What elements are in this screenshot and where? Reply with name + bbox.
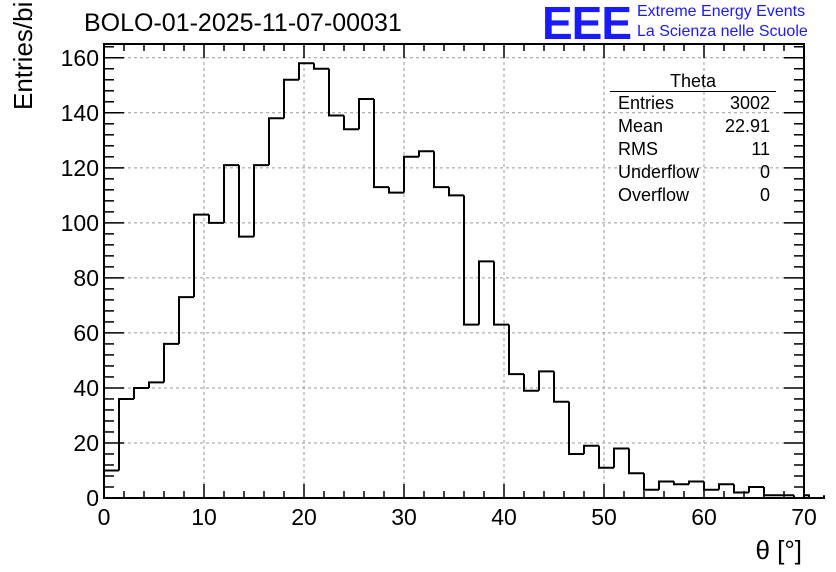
histogram-bin [178,296,194,344]
stats-row: Underflow 0 [610,161,776,184]
histogram-bin [418,150,434,157]
eee-logo: EEE [542,0,632,49]
histogram-bin [298,62,314,80]
histogram-bin [763,486,779,497]
stats-value: 0 [759,162,770,182]
histogram-bin [358,98,374,130]
stats-row: Entries 3002 [610,92,776,115]
histogram-bin [328,68,344,117]
histogram-bin [733,484,749,494]
histogram-bin [448,187,464,197]
x-axis-label: θ [°] [755,535,802,565]
y-axis-label: Entries/bin [8,0,38,110]
stats-value: 22.91 [724,116,770,136]
y-tick-label: 120 [61,155,99,181]
histogram-bin [688,480,704,485]
histogram-bin [493,261,509,326]
histogram-bin [268,117,284,166]
histogram-bin [508,324,524,376]
x-tick-label: 70 [791,504,817,530]
histogram-bin [463,195,479,326]
stats-value: 3002 [729,93,770,113]
histogram-bin [238,165,254,238]
stats-label: Mean [618,116,664,136]
x-tick-label: 40 [491,504,517,530]
x-tick-label: 50 [591,504,617,530]
x-tick-label: 10 [191,504,217,530]
histogram-bin [373,99,389,189]
stats-label: Underflow [618,162,700,182]
histogram-bin [223,164,239,223]
histogram-bin [703,481,719,491]
histogram-bin [718,483,734,490]
histogram-bin [148,381,164,388]
plot-frame [103,43,805,499]
y-tick-label: 140 [61,100,99,126]
stats-row: Mean 22.91 [610,115,776,138]
histogram-bin [403,155,419,193]
histogram-bin [613,447,629,468]
x-tick-label: 20 [291,504,317,530]
histogram-bin [538,370,554,391]
histogram-bin [583,444,599,454]
histogram-bin [208,214,224,224]
histogram-bin [804,495,825,499]
stats-label: Overflow [618,185,690,205]
y-tick-labels: 0 20 40 60 80 100 120 140 160 [61,45,99,511]
stats-value: 0 [759,185,770,205]
y-tick-label: 80 [73,265,99,291]
stats-label: RMS [618,139,658,159]
y-tick-label: 100 [61,210,99,236]
histogram-bin [433,151,449,189]
histogram-bin [748,485,764,493]
histogram-bin [658,480,674,490]
y-tick-label: 60 [73,320,99,346]
logo-caption: Extreme Energy Events La Scienza nelle S… [637,2,808,42]
histogram-bin [553,371,569,403]
stats-title: Theta [610,71,776,92]
chart-title: BOLO-01-2025-11-07-00031 [84,9,402,37]
histogram-bin [103,469,119,498]
y-tick-label: 20 [73,430,99,456]
stats-value: 11 [751,139,770,159]
y-tick-label: 160 [61,45,99,71]
axis-ticks [103,44,805,499]
logo-line-1: Extreme Energy Events [637,3,806,20]
stats-label: Entries [618,93,675,113]
histogram-bars [103,62,825,499]
histogram-bin [523,374,539,392]
histogram-bin [133,386,149,399]
stats-row: Overflow 0 [610,184,776,207]
histogram-bin [313,63,329,70]
histogram-bin [343,115,359,131]
histogram-bin [628,448,644,475]
histogram-bin [598,445,614,469]
histogram-bin [253,164,269,237]
y-tick-label: 40 [73,375,99,401]
histogram-bin [673,481,689,486]
y-tick-label: 0 [86,485,99,511]
histogram-bin [388,187,404,194]
histogram-bin [568,401,584,455]
logo-line-2: La Scienza nelle Scuole [637,23,808,40]
x-tick-label: 60 [691,504,717,530]
stats-row: RMS 11 [610,138,776,161]
x-tick-label: 0 [98,504,111,530]
histogram-bin [478,260,494,325]
histogram-bin [283,78,299,119]
stats-box: Theta Entries 3002 Mean 22.91 RMS 11 Underf… [610,71,776,207]
histogram-bin [643,473,659,491]
histogram-bin [163,342,179,383]
x-tick-label: 30 [391,504,417,530]
histogram-bin [193,213,209,298]
x-tick-labels: 0 10 20 30 40 50 60 70 [98,504,817,530]
histogram-bin [118,397,134,471]
